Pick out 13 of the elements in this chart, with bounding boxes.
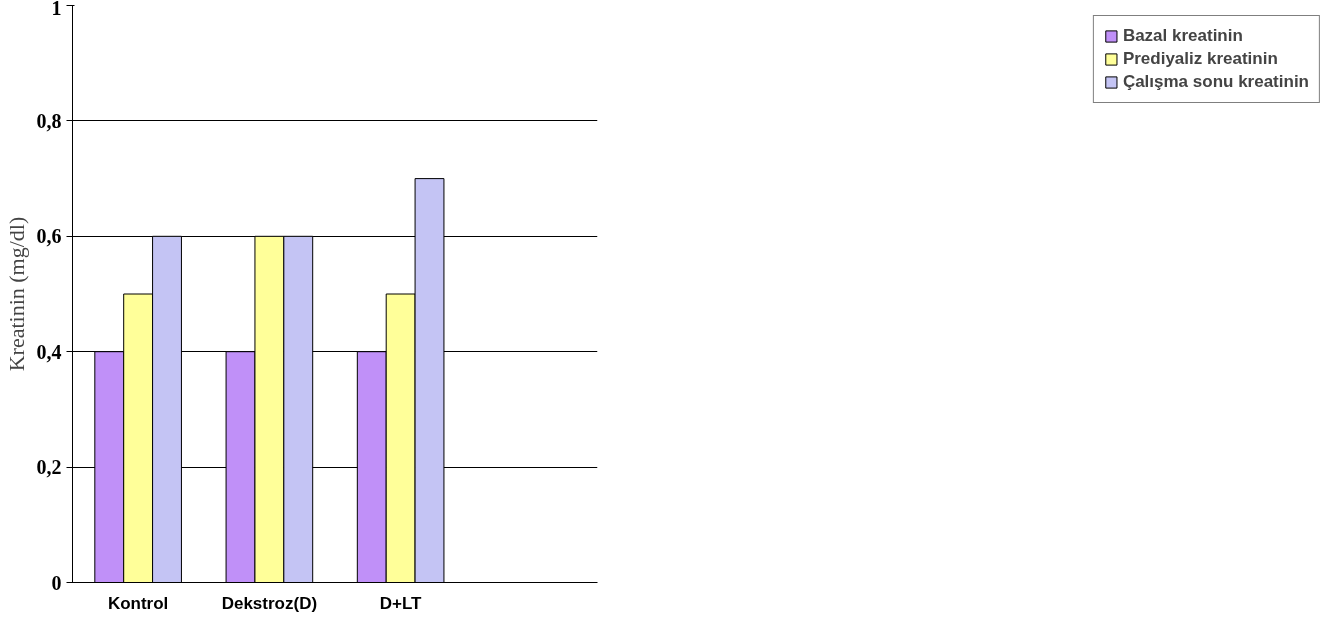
y-axis-title: Kreatinin (mg/dl) (3, 216, 29, 372)
y-tick-label: 0,6 (36, 225, 62, 248)
x-tick-label: D+LT (379, 593, 423, 613)
legend-label: Prediyaliz kreatinin (1122, 49, 1278, 69)
y-tick-label: 0 (51, 571, 62, 594)
y-tick-label: 0,4 (36, 340, 62, 363)
x-tick-label: Dekstroz(D) (221, 593, 318, 613)
y-tick-label: 1 (51, 0, 62, 19)
legend-label: Bazal kreatinin (1122, 26, 1243, 46)
y-tick-label: 0,8 (36, 109, 62, 132)
x-tick-label: Kontrol (107, 593, 169, 613)
y-tick-label: 0,2 (36, 456, 62, 479)
legend-label: Çalışma sonu kreatinin (1122, 72, 1309, 92)
